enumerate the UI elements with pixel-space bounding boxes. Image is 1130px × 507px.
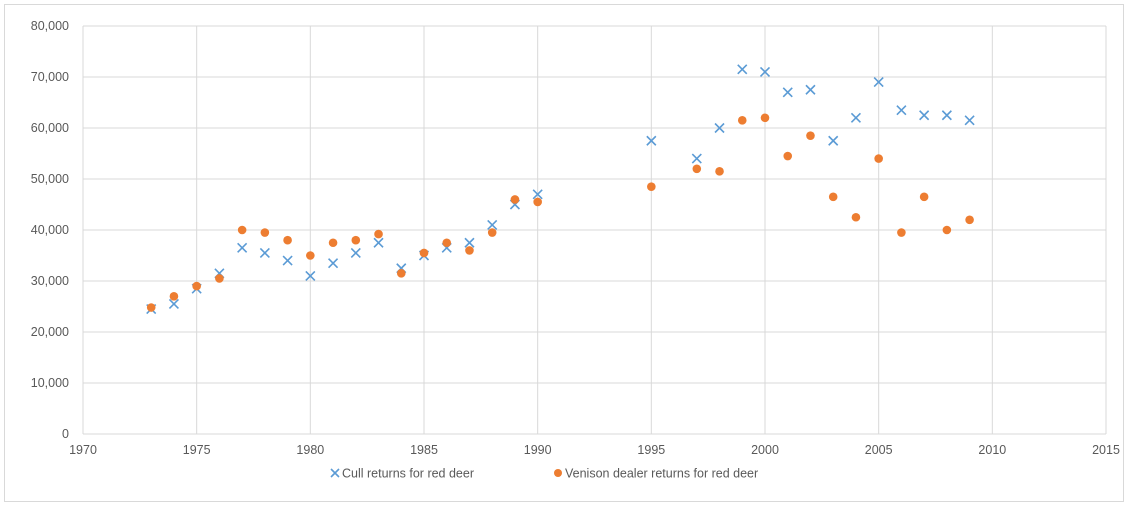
cull-point (237, 242, 248, 253)
venison-point (260, 228, 270, 237)
x-tick-label: 2000 (751, 443, 779, 457)
x-tick-label: 1985 (410, 443, 438, 457)
cull-point (919, 110, 930, 121)
cull-point (282, 255, 293, 266)
cull-point (168, 298, 179, 310)
x-tick-label: 2005 (865, 443, 893, 457)
cull-point (464, 237, 475, 248)
grid-lines (82, 25, 1107, 435)
y-tick-label: 40,000 (31, 223, 69, 237)
cull-point (259, 247, 270, 259)
venison-point (828, 192, 838, 202)
venison-point (146, 303, 156, 312)
venison-point (328, 238, 338, 248)
venison-point (351, 235, 361, 245)
x-tick-label: 1980 (296, 443, 324, 457)
venison-point (510, 195, 520, 204)
cull-point (532, 189, 543, 200)
venison-point (715, 167, 724, 176)
x-tick-label: 2010 (978, 443, 1006, 457)
x-tick-label: 1975 (183, 443, 211, 457)
y-tick-label: 10,000 (31, 376, 69, 390)
venison-point (806, 131, 815, 140)
series-venison-dealer-returns (146, 113, 974, 312)
cull-point (350, 247, 361, 259)
legend-cull-marker (330, 468, 340, 478)
cull-point (759, 66, 771, 77)
scatter-chart: 1970 1975 1980 1985 1990 1995 2000 2005 2010 2015… (31, 19, 1120, 481)
venison-point (692, 164, 702, 174)
venison-point (897, 228, 906, 237)
venison-point (465, 246, 474, 255)
venison-point (169, 292, 179, 301)
legend-label: Cull returns for red deer (342, 467, 474, 481)
venison-point (215, 274, 224, 283)
series-cull-returns (146, 64, 975, 315)
cull-point (782, 87, 793, 98)
x-tick-label: 1970 (69, 443, 97, 457)
venison-point (942, 225, 952, 235)
venison-point (737, 116, 747, 125)
venison-point (442, 238, 452, 248)
venison-point (919, 192, 929, 202)
cull-point (964, 115, 975, 126)
y-tick-label: 70,000 (31, 70, 69, 84)
y-tick-label: 20,000 (31, 325, 69, 339)
y-tick-label: 30,000 (31, 274, 69, 288)
legend-venison-marker (554, 469, 562, 477)
cull-point (714, 122, 725, 134)
legend-label: Venison dealer returns for red deer (565, 467, 758, 481)
y-tick-label: 80,000 (31, 19, 69, 33)
cull-point (941, 110, 952, 121)
y-axis-ticks: 0 10,000 20,000 30,000 40,000 50,000 60,000 70,… (31, 19, 69, 441)
legend-item: Cull returns for red deer (330, 467, 474, 481)
cull-point (487, 219, 498, 230)
venison-point (965, 215, 974, 225)
venison-point (237, 225, 247, 235)
x-tick-label: 1990 (524, 443, 552, 457)
venison-point (374, 229, 383, 239)
venison-point (192, 281, 201, 291)
venison-point (783, 151, 793, 161)
y-tick-label: 0 (62, 427, 69, 441)
venison-point (419, 248, 429, 258)
chart-frame: 1970 1975 1980 1985 1990 1995 2000 2005 2010 2015… (4, 4, 1124, 502)
y-tick-label: 60,000 (31, 121, 69, 135)
data-points (146, 64, 975, 315)
cull-point (828, 135, 839, 146)
cull-point (691, 153, 702, 164)
x-axis-ticks: 1970 1975 1980 1985 1990 1995 2000 2005 2010 2015 (69, 443, 1120, 457)
cull-point (896, 105, 907, 116)
venison-point (306, 251, 315, 260)
venison-point (851, 212, 861, 222)
legend-item: Venison dealer returns for red deer (554, 467, 758, 481)
venison-point (487, 228, 497, 237)
legend: Cull returns for red deer Venison dealer … (330, 467, 758, 481)
x-tick-label: 1995 (637, 443, 665, 457)
venison-point (760, 113, 770, 123)
cull-point (305, 270, 316, 281)
y-tick-label: 50,000 (31, 172, 69, 186)
cull-point (805, 84, 816, 95)
cull-point (328, 258, 339, 269)
cull-point (737, 64, 748, 75)
venison-point (533, 197, 542, 207)
venison-point (874, 154, 883, 163)
cull-point (373, 237, 384, 248)
venison-point (283, 235, 292, 245)
cull-point (646, 135, 657, 146)
cull-point (850, 112, 861, 123)
cull-point (873, 77, 884, 88)
venison-point (396, 269, 406, 278)
venison-point (647, 182, 656, 191)
x-tick-label: 2015 (1092, 443, 1120, 457)
